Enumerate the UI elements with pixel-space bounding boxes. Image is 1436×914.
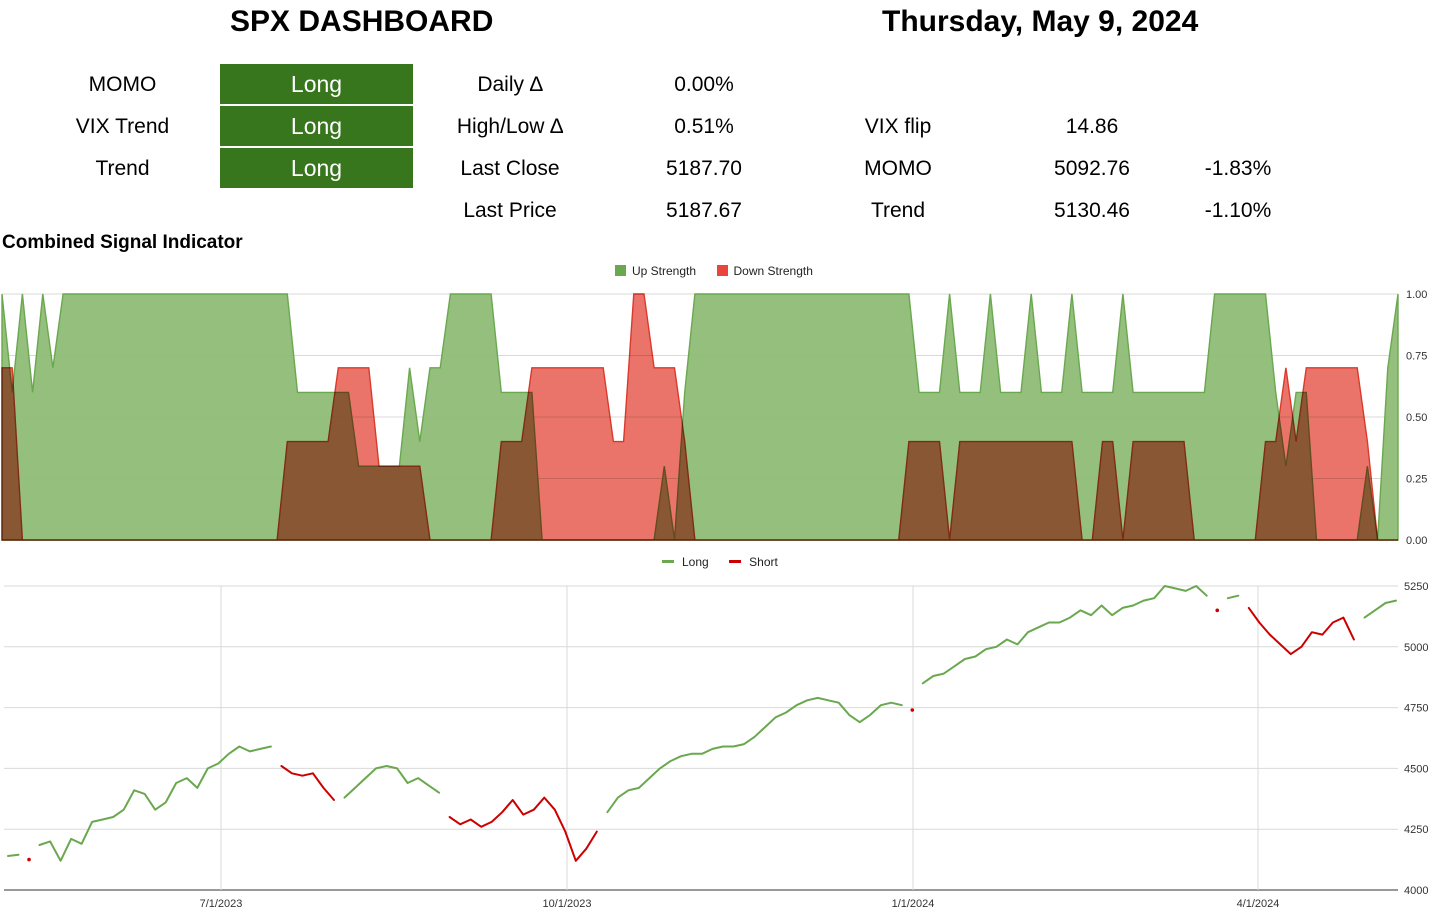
level-value-momo: 5092.76 (1054, 157, 1130, 180)
price-y-tick-label: 4500 (1404, 763, 1428, 775)
signal-y-tick-label: 0.50 (1406, 412, 1427, 424)
legend-item-up-strength[interactable]: Up Strength (615, 264, 696, 278)
level-pct-momo: -1.83% (1204, 157, 1272, 180)
down-strength-area (1, 293, 1398, 541)
level-value-vix-flip: 14.86 (1065, 115, 1119, 138)
price-y-tick-label: 4250 (1404, 824, 1428, 836)
price-y-tick-label: 4000 (1404, 885, 1428, 897)
signal-y-tick-label: 0.25 (1406, 474, 1427, 486)
signal-y-tick-label: 0.75 (1406, 351, 1427, 363)
short-point (910, 708, 915, 712)
long-segment (606, 696, 903, 814)
price-chart-ticks: 4000 4250 4500 4750 5000 5250 7/1/2023 10/1/202… (200, 581, 1429, 910)
level-label-vix-flip: VIX flip (864, 115, 932, 138)
legend-label-down: Down Strength (733, 263, 813, 278)
legend-label-up: Up Strength (632, 263, 697, 278)
signal-chart-y-ticks: 0.00 0.25 0.50 0.75 1.00 (1406, 289, 1427, 547)
price-x-tick-label: 7/1/2023 (200, 898, 243, 910)
signal-value-vix-trend: Long (220, 106, 413, 146)
long-segment (7, 853, 20, 857)
long-segment (1226, 594, 1240, 600)
legend-swatch-short (729, 560, 742, 563)
price-chart-lines (7, 585, 1397, 862)
legend-label-short: Short (749, 554, 778, 569)
metric-label-last-price: Last Price (463, 199, 557, 222)
metric-value-last-price: 5187.67 (666, 199, 742, 222)
legend-swatch-up (615, 265, 626, 276)
price-x-tick-label: 10/1/2023 (543, 898, 592, 910)
price-x-tick-label: 1/1/2024 (892, 898, 935, 910)
metric-label-last-close: Last Close (460, 157, 560, 180)
level-pct-trend: -1.10% (1204, 199, 1272, 222)
legend-item-down-strength[interactable]: Down Strength (716, 263, 813, 278)
metric-value-high-low-delta: 0.51% (674, 115, 734, 138)
price-chart-grid (4, 585, 1398, 891)
dashboard-date: Thursday, May 9, 2024 (882, 5, 1199, 38)
legend-label-long: Long (682, 554, 709, 569)
level-label-trend: Trend (870, 199, 926, 222)
legend-item-long[interactable]: Long (662, 555, 709, 569)
legend-swatch-long (662, 560, 674, 563)
short-point (27, 857, 31, 862)
price-y-tick-label: 5000 (1404, 642, 1428, 654)
price-y-tick-label: 5250 (1404, 581, 1428, 593)
long-segment (343, 765, 441, 799)
price-chart: 4000 4250 4500 4750 5000 5250 7/1/2023 10/1/202… (4, 581, 1429, 910)
long-segment (921, 585, 1208, 685)
signal-label-vix-trend: VIX Trend (75, 115, 170, 138)
signal-label-trend: Trend (95, 157, 150, 180)
signal-value-trend: Long (220, 148, 413, 188)
signal-chart-legend: Up Strength Down Strength (615, 263, 829, 281)
long-segment (1363, 599, 1397, 619)
price-x-tick-label: 4/1/2024 (1237, 898, 1280, 910)
long-segment (38, 745, 272, 862)
metric-label-daily-delta: Daily ∆ (477, 73, 543, 96)
level-label-momo: MOMO (864, 157, 932, 180)
signal-value-momo: Long (220, 64, 413, 104)
signal-label-momo: MOMO (88, 73, 157, 96)
down-strength-series (1, 293, 1398, 541)
short-segment (280, 765, 335, 801)
metric-value-last-close: 5187.70 (666, 157, 742, 180)
price-y-tick-label: 4750 (1404, 703, 1428, 715)
metric-value-daily-delta: 0.00% (674, 73, 734, 96)
short-point (1215, 608, 1220, 613)
short-segment (1247, 606, 1355, 656)
price-chart-legend: Long Short (662, 550, 794, 569)
legend-swatch-down (716, 265, 728, 276)
signal-chart: 0.00 0.25 0.50 0.75 1.00 (1, 289, 1427, 547)
chart-title-combined-signal: Combined Signal Indicator (2, 232, 243, 253)
signal-y-tick-label: 0.00 (1406, 535, 1427, 547)
level-value-trend: 5130.46 (1054, 199, 1130, 222)
legend-item-short[interactable]: Short (729, 555, 778, 569)
dashboard-title: SPX DASHBOARD (230, 5, 494, 38)
short-segment (448, 796, 598, 862)
signal-y-tick-label: 1.00 (1406, 289, 1427, 301)
metric-label-high-low-delta: High/Low ∆ (456, 115, 564, 138)
